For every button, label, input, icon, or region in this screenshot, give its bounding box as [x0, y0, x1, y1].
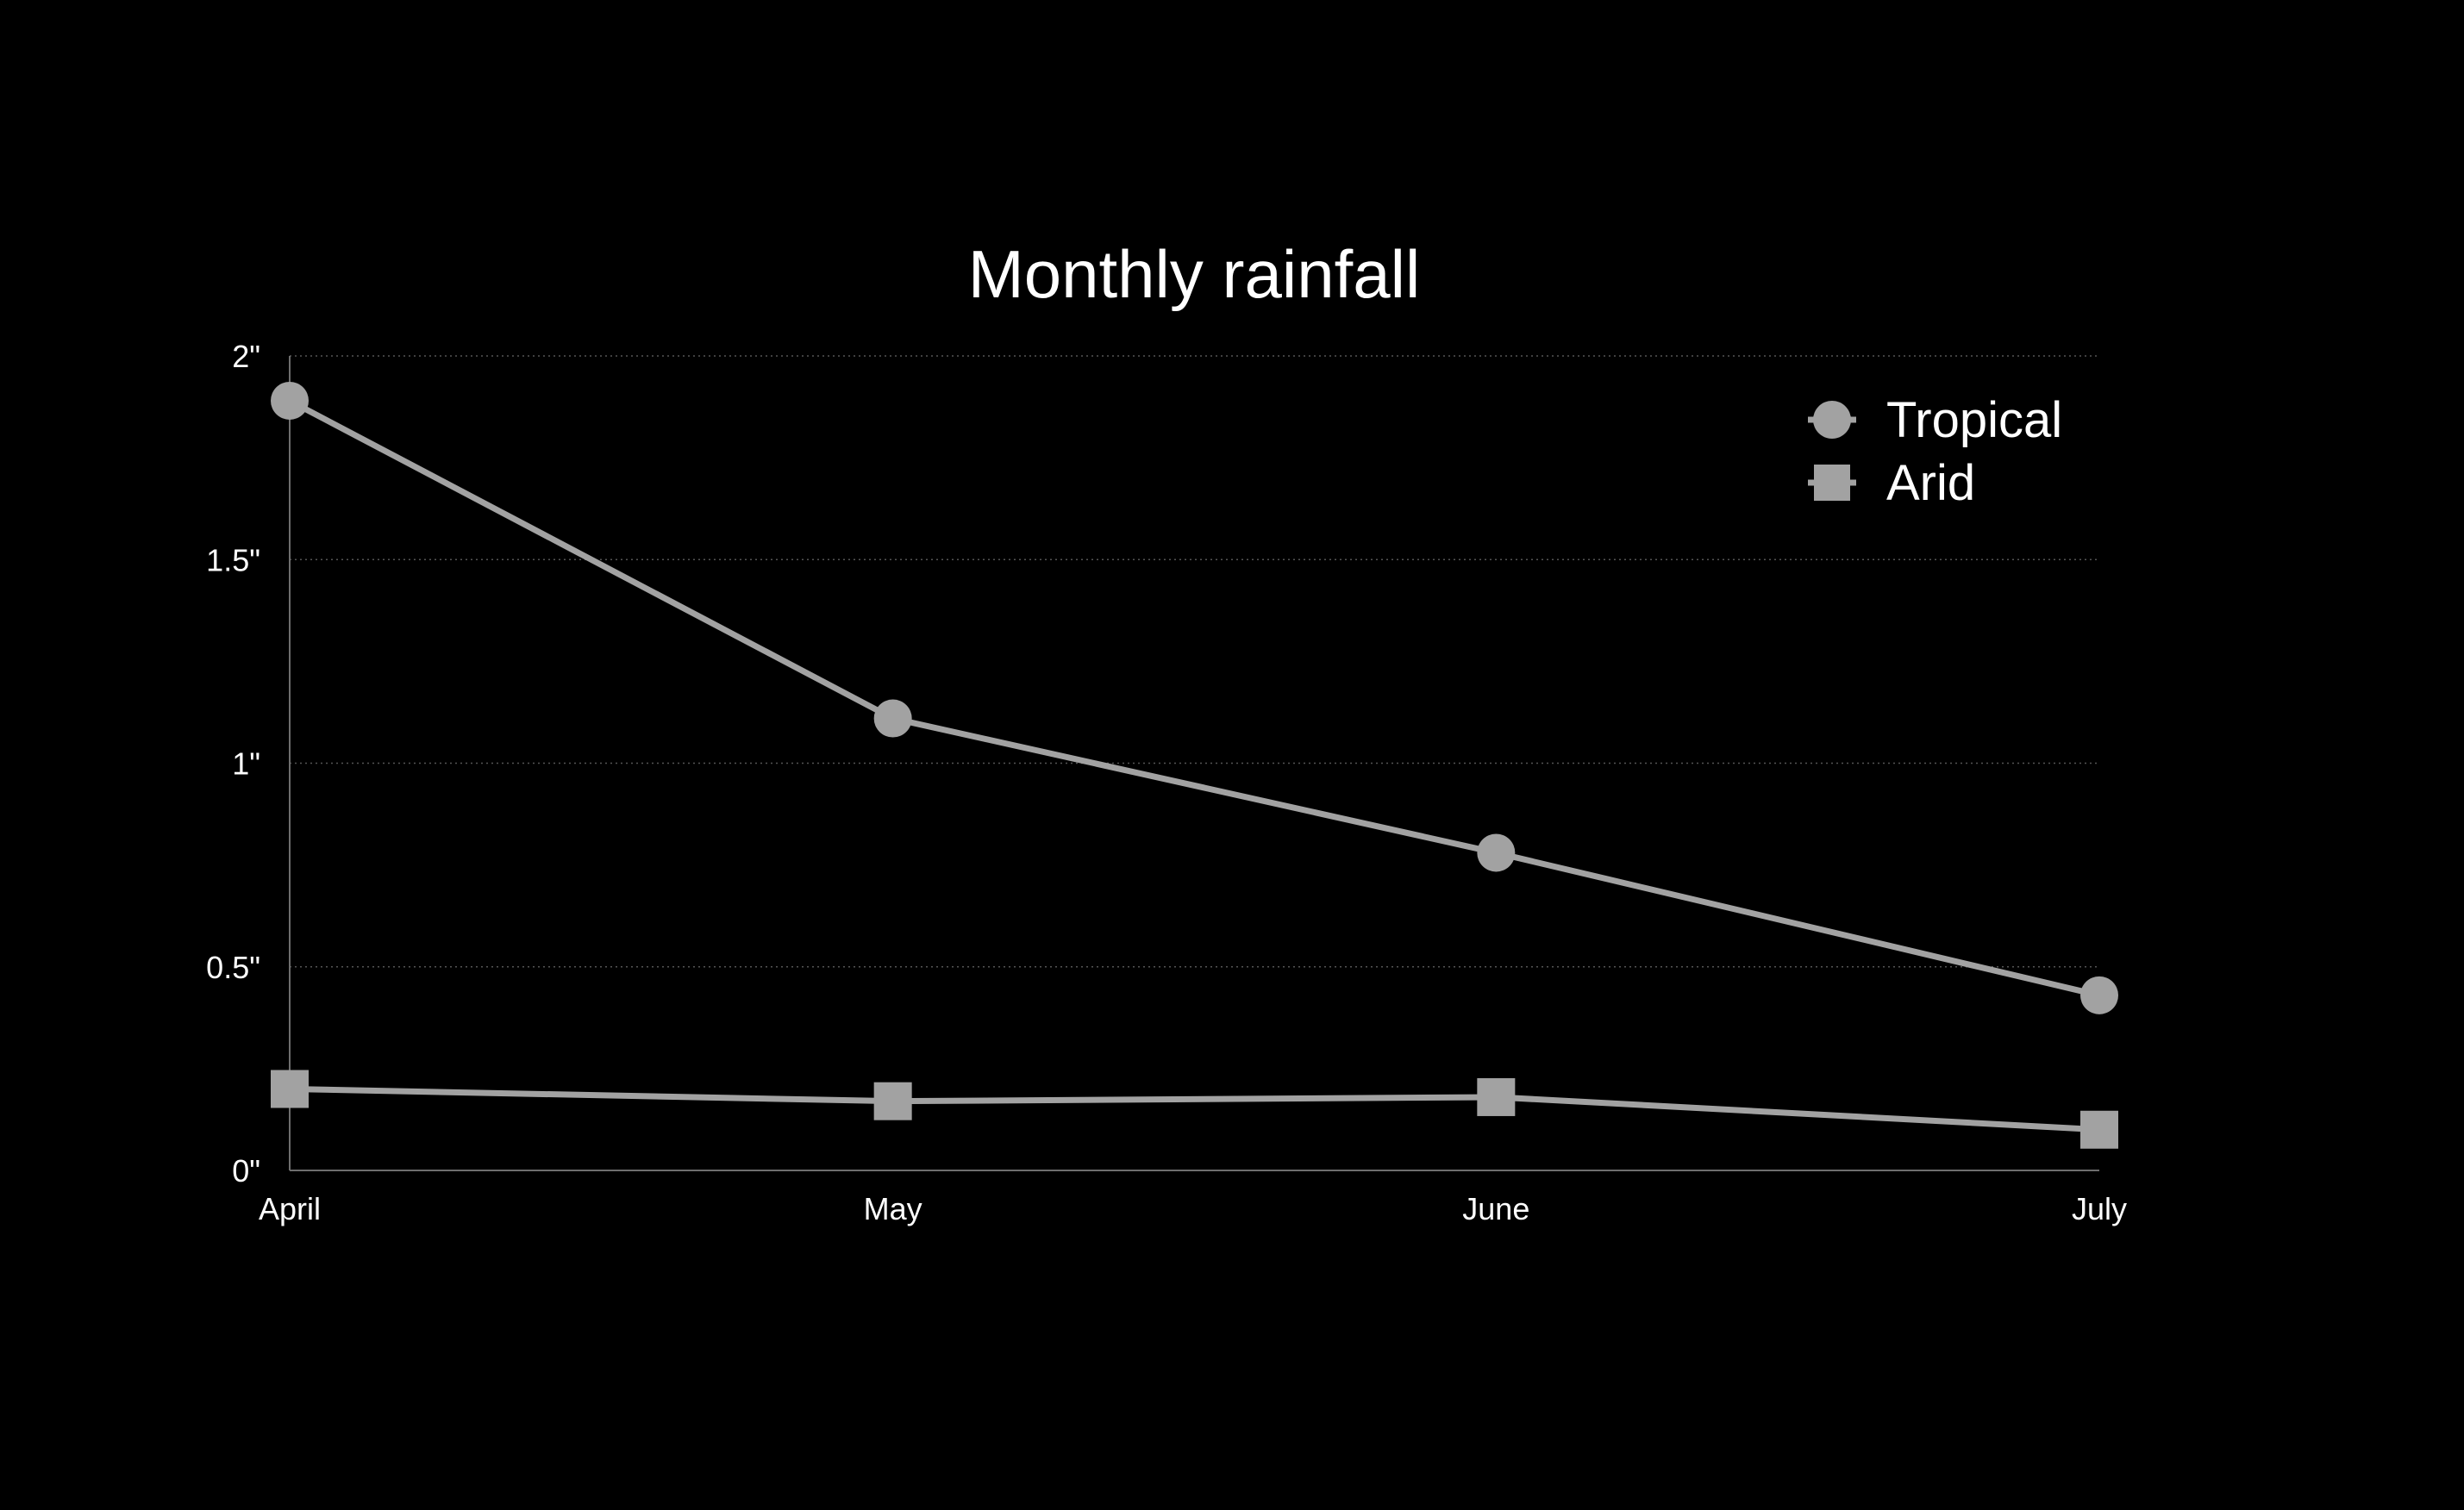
data-point-arid: [271, 1070, 309, 1108]
data-series: [271, 381, 2118, 1149]
data-point-arid: [2080, 1110, 2118, 1149]
data-point-tropical: [873, 699, 912, 738]
x-tick-label: June: [1462, 1191, 1529, 1226]
data-point-tropical: [1477, 833, 1516, 872]
y-tick-label: 0.5": [206, 950, 260, 985]
legend-label-tropical: Tropical: [1886, 392, 2062, 448]
x-tick-label: July: [2072, 1191, 2127, 1226]
y-axis-tick-labels: 0" 0.5" 1" 1.5" 2": [206, 339, 260, 1189]
y-tick-label: 2": [232, 339, 260, 374]
x-tick-label: May: [864, 1191, 922, 1226]
series-line-tropical: [286, 397, 2103, 999]
x-tick-label: April: [259, 1191, 321, 1226]
x-axis-tick-labels: April May June July: [259, 1191, 2127, 1226]
data-point-tropical: [2080, 976, 2118, 1014]
data-point-tropical: [271, 381, 309, 420]
data-point-arid: [1477, 1077, 1516, 1116]
legend-label-arid: Arid: [1886, 455, 1975, 511]
y-tick-label: 1.5": [206, 542, 260, 577]
chart-title: Monthly rainfall: [968, 236, 1421, 312]
y-tick-label: 0": [232, 1153, 260, 1189]
legend-marker-arid: [1814, 465, 1850, 501]
legend: Tropical Arid: [1808, 392, 2062, 511]
y-tick-label: 1": [232, 746, 260, 782]
legend-marker-tropical: [1813, 401, 1851, 439]
axes: [289, 356, 2099, 1171]
series-line-arid: [286, 1086, 2103, 1133]
data-point-arid: [873, 1082, 912, 1120]
